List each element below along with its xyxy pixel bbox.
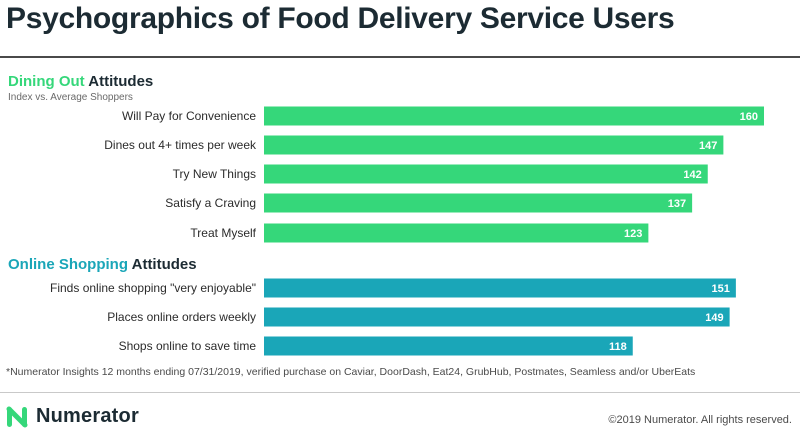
section-rest-online: Attitudes [128, 256, 197, 273]
copyright-text: ©2019 Numerator. All rights reserved. [608, 414, 792, 426]
brand-logo: Numerator [6, 405, 139, 428]
section-heading-dining: Dining Out Attitudes [8, 73, 153, 90]
section-accent-online: Online Shopping [8, 256, 128, 273]
data-label: 123 [624, 228, 642, 240]
bar [264, 336, 633, 356]
data-label: 147 [699, 140, 717, 152]
category-label: Will Pay for Convenience [122, 109, 256, 123]
section-accent-dining: Dining Out [8, 73, 85, 90]
bar [264, 278, 736, 298]
category-label: Dines out 4+ times per week [104, 138, 257, 152]
category-label: Try New Things [173, 167, 256, 181]
data-label: 118 [609, 341, 627, 353]
bar [264, 223, 649, 243]
data-label: 142 [683, 169, 701, 181]
data-label: 151 [712, 283, 730, 295]
bar [264, 164, 708, 184]
footer-divider [0, 392, 800, 393]
data-label: 160 [740, 111, 758, 123]
chart-subtitle: Index vs. Average Shoppers [8, 92, 133, 103]
bar [264, 106, 764, 126]
bar [264, 307, 730, 327]
category-label: Finds online shopping "very enjoyable" [50, 281, 256, 295]
bar [264, 193, 693, 213]
category-label: Shops online to save time [119, 339, 257, 353]
category-label: Places online orders weekly [107, 310, 256, 324]
section-heading-online: Online Shopping Attitudes [8, 256, 197, 273]
category-label: Satisfy a Craving [165, 196, 256, 210]
title-divider [0, 56, 800, 58]
data-label: 149 [705, 312, 723, 324]
bar [264, 135, 724, 155]
numerator-n-icon [6, 406, 28, 427]
brand-name: Numerator [36, 405, 139, 427]
footnote: *Numerator Insights 12 months ending 07/… [6, 366, 696, 378]
section-rest-dining: Attitudes [84, 73, 154, 90]
category-label: Treat Myself [190, 226, 256, 240]
chart-title: Psychographics of Food Delivery Service … [6, 2, 675, 35]
data-label: 137 [668, 198, 686, 210]
